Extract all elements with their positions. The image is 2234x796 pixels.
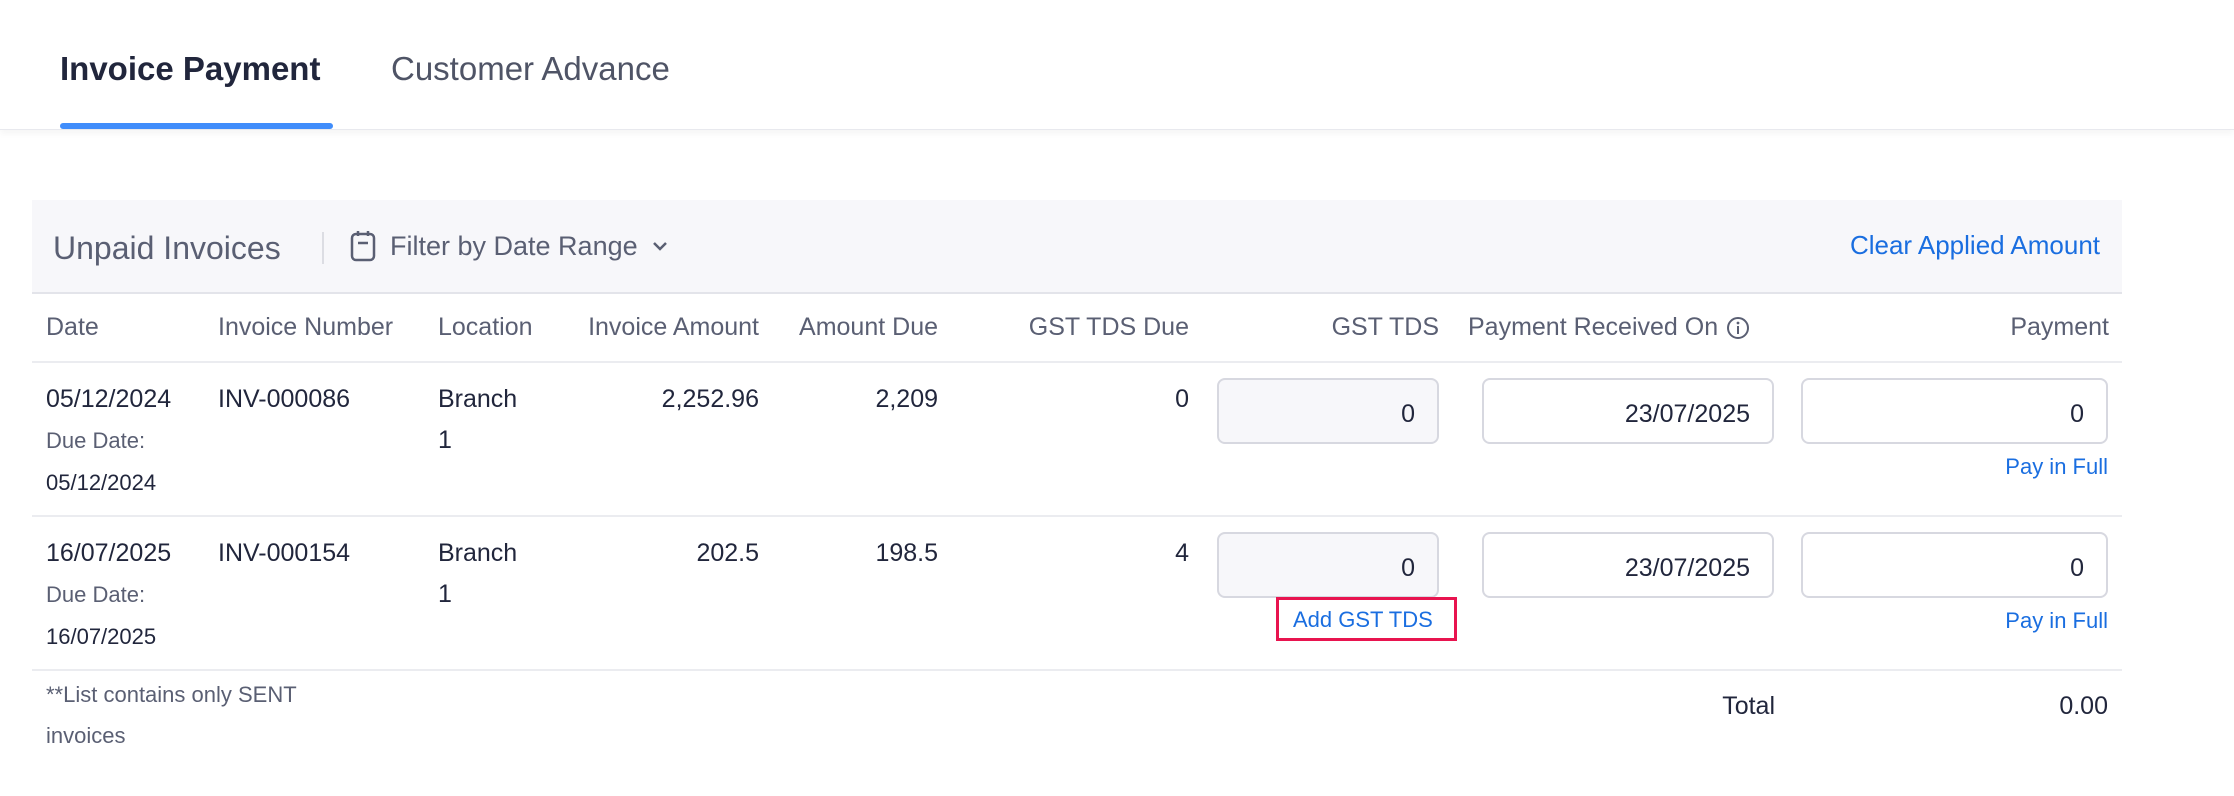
add-gst-tds-link[interactable]: Add GST TDS (1276, 597, 1457, 641)
total-label: Total (1722, 692, 1775, 720)
info-icon[interactable] (1726, 316, 1750, 340)
location: Branch (438, 385, 518, 413)
col-gst-tds-due: GST TDS Due (1028, 313, 1189, 341)
col-date: Date (46, 313, 99, 341)
invoice-number: INV-000086 (218, 385, 351, 413)
footnote: **List contains only SENT (46, 682, 297, 707)
payment-input[interactable]: 0 (1801, 532, 2108, 598)
location: Branch (438, 539, 518, 567)
location-line2: 1 (438, 580, 452, 608)
col-invoice-amount: Invoice Amount (588, 313, 759, 341)
unpaid-invoices-header: Unpaid Invoices Filter by Date Range Cle… (32, 200, 2122, 294)
invoice-date: 05/12/2024 (46, 385, 172, 413)
divider (32, 515, 2122, 517)
active-tab-indicator (60, 123, 333, 129)
amount-due: 198.5 (875, 539, 938, 567)
amount-due: 2,209 (875, 385, 938, 413)
total-value: 0.00 (2059, 692, 2108, 720)
col-amount-due: Amount Due (799, 313, 938, 341)
invoice-number: INV-000154 (218, 539, 351, 567)
invoice-date: 16/07/2025 (46, 539, 172, 567)
col-payment: Payment (2010, 313, 2109, 341)
due-date: 16/07/2025 (46, 624, 157, 649)
gst-tds-input[interactable]: 0 (1217, 378, 1439, 444)
tab-customer-advance[interactable]: Customer Advance (391, 50, 670, 87)
col-invoice-number: Invoice Number (218, 313, 394, 341)
payment-received-on-input[interactable]: 23/07/2025 (1482, 532, 1774, 598)
tab-invoice-payment[interactable]: Invoice Payment (60, 50, 321, 87)
gst-tds-due: 4 (1175, 539, 1189, 567)
divider (322, 232, 324, 264)
due-date-label: Due Date: (46, 582, 146, 607)
due-date: 05/12/2024 (46, 470, 157, 495)
invoice-amount: 202.5 (696, 539, 759, 567)
tab-bar: Invoice Payment Customer Advance (0, 0, 2234, 130)
payment-input[interactable]: 0 (1801, 378, 2108, 444)
due-date-label: Due Date: (46, 428, 146, 453)
pay-in-full-link[interactable]: Pay in Full (2005, 608, 2108, 633)
col-payment-received-on: Payment Received On (1468, 313, 1750, 342)
col-payment-received-on-label: Payment Received On (1468, 313, 1719, 341)
gst-tds-input[interactable]: 0 (1217, 532, 1439, 598)
gst-tds-due: 0 (1175, 385, 1189, 413)
payment-received-on-input[interactable]: 23/07/2025 (1482, 378, 1774, 444)
divider (32, 361, 2122, 363)
invoice-amount: 2,252.96 (661, 385, 759, 413)
divider (32, 669, 2122, 671)
calendar-icon (350, 231, 376, 262)
footnote-line2: invoices (46, 723, 126, 748)
clear-applied-amount-link[interactable]: Clear Applied Amount (1849, 230, 2100, 260)
chevron-down-icon (652, 242, 667, 251)
date-range-filter[interactable]: Filter by Date Range (350, 230, 668, 262)
col-location: Location (438, 313, 533, 341)
col-gst-tds: GST TDS (1331, 313, 1439, 341)
location-line2: 1 (438, 426, 452, 454)
filter-label: Filter by Date Range (390, 230, 638, 261)
panel-title: Unpaid Invoices (53, 230, 281, 266)
pay-in-full-link[interactable]: Pay in Full (2005, 454, 2108, 479)
